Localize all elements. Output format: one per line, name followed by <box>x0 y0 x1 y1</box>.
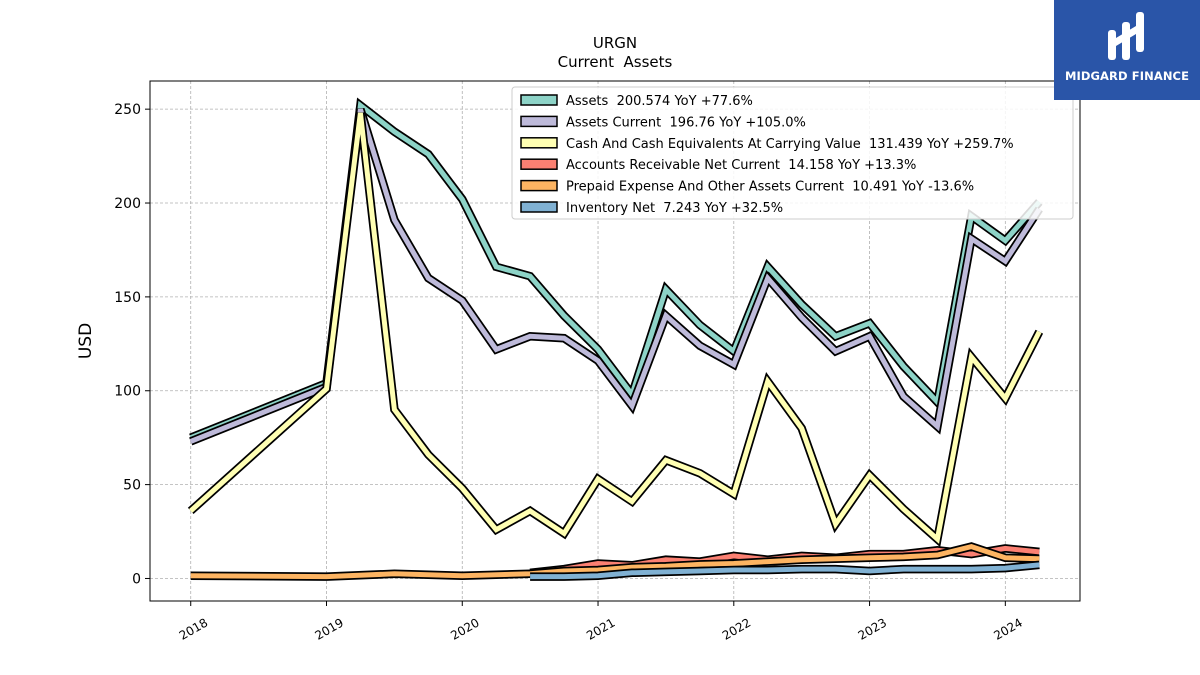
x-tick-label: 2023 <box>856 615 889 642</box>
y-tick-label: 50 <box>123 478 141 494</box>
legend-frame <box>511 86 1074 220</box>
x-tick-label: 2019 <box>313 615 346 642</box>
legend-label: Assets Current 196.76 YoY +105.0% <box>566 115 806 130</box>
legend-label: Accounts Receivable Net Current 14.158 Y… <box>566 158 916 173</box>
y-tick-label: 250 <box>114 102 141 118</box>
x-tick-label: 2024 <box>991 615 1024 642</box>
series-4 <box>190 542 1040 581</box>
series-layer <box>187 97 1044 581</box>
series-line <box>189 112 1042 544</box>
legend-label: Assets 200.574 YoY +77.6% <box>566 94 753 109</box>
y-tick-label: 150 <box>114 290 141 306</box>
series-line <box>190 544 1040 580</box>
legend-swatch <box>520 179 558 192</box>
x-tick-label: 2021 <box>584 615 617 642</box>
series-1 <box>189 107 1043 446</box>
legend-label: Prepaid Expense And Other Assets Current… <box>566 180 974 195</box>
x-tick-label: 2020 <box>448 615 481 642</box>
midgard-logo-icon <box>1108 12 1144 60</box>
brand-name: MIDGARD FINANCE <box>1064 69 1190 83</box>
legend-swatch <box>520 137 558 149</box>
x-tick-label: 2018 <box>177 615 210 642</box>
series-0 <box>189 97 1043 442</box>
x-axis: 2018 2019 2020 2021 2022 2023 2024 <box>177 601 1025 643</box>
y-axis-label: USD <box>76 323 96 359</box>
legend: Assets 200.574 YoY +77.6% Assets Current … <box>511 86 1074 220</box>
series-line <box>189 100 1042 441</box>
x-tick-label: 2022 <box>720 615 753 642</box>
series-line <box>189 108 1042 444</box>
y-tick-label: 200 <box>114 196 141 212</box>
y-tick-label: 100 <box>114 384 141 400</box>
legend-swatch <box>520 115 558 128</box>
legend-swatch <box>520 94 558 106</box>
series-5 <box>530 560 1040 581</box>
brand-logo: MIDGARD FINANCE <box>1054 0 1200 100</box>
series-2 <box>187 112 1044 548</box>
plot-area <box>149 80 1081 602</box>
y-axis: 0 50 100 150 200 250 <box>114 102 150 587</box>
legend-swatch <box>520 201 558 213</box>
legend-label: Inventory Net 7.243 YoY +32.5% <box>566 201 783 216</box>
chart-title: URGN <box>593 34 637 52</box>
y-tick-label: 0 <box>132 571 141 587</box>
series-line <box>530 562 1040 580</box>
legend-swatch <box>520 158 558 170</box>
chart-subtitle: Current Assets <box>558 53 673 71</box>
legend-label: Cash And Cash Equivalents At Carrying Va… <box>566 137 1014 152</box>
